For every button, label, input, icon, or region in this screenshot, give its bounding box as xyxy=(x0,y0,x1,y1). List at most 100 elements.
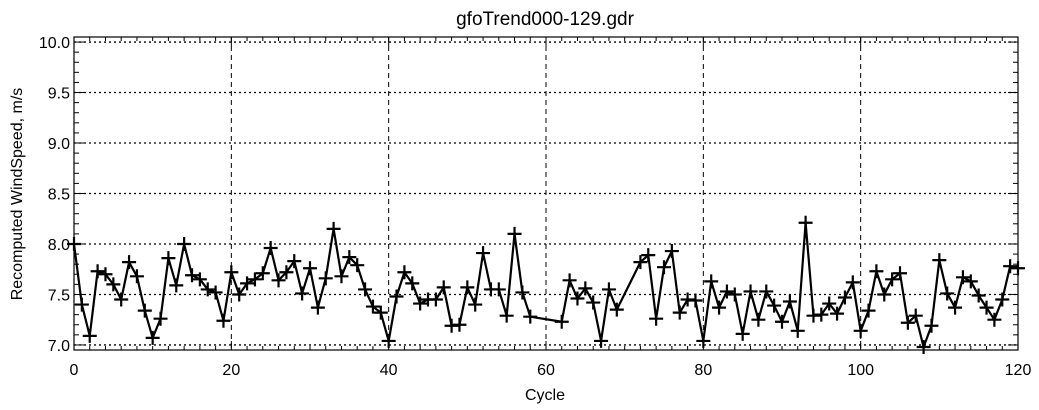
data-point-marker xyxy=(688,293,703,308)
data-point-marker xyxy=(798,215,813,230)
data-point-marker xyxy=(562,273,577,288)
data-point-marker xyxy=(727,287,742,302)
data-point-marker xyxy=(271,273,286,288)
axis-ticks xyxy=(73,37,1019,350)
data-point-marker xyxy=(334,269,349,284)
data-point-marker xyxy=(861,303,876,318)
data-point-marker xyxy=(767,298,782,313)
data-point-marker xyxy=(200,282,215,297)
x-tick-label: 120 xyxy=(1005,362,1032,379)
data-point-marker xyxy=(523,309,538,324)
data-point-marker xyxy=(263,241,278,256)
data-point-marker xyxy=(303,261,317,276)
data-point-marker xyxy=(515,285,530,300)
data-point-marker xyxy=(601,282,616,297)
y-tick-label: 9.0 xyxy=(48,136,70,153)
data-point-marker xyxy=(397,265,412,280)
data-point-marker xyxy=(586,295,601,310)
data-point-marker xyxy=(428,292,443,307)
data-point-marker xyxy=(837,290,852,305)
y-tick-labels: 7.0 7.5 8.0 8.5 9.0 9.5 10.0 xyxy=(39,35,70,355)
data-point-marker xyxy=(381,333,396,348)
grid-lines xyxy=(74,37,1018,350)
data-point-marker xyxy=(358,282,373,297)
y-tick-label: 7.5 xyxy=(48,287,70,304)
data-point-marker xyxy=(255,266,270,281)
data-point-marker xyxy=(672,305,687,320)
data-point-marker xyxy=(995,292,1010,307)
data-point-marker xyxy=(719,284,734,299)
data-point-marker xyxy=(365,299,380,314)
x-axis-label: Cycle xyxy=(525,387,565,404)
data-point-marker xyxy=(507,226,522,241)
data-point-marker xyxy=(578,281,593,296)
data-point-marker xyxy=(389,289,404,304)
y-tick-label: 8.5 xyxy=(48,187,70,204)
data-point-marker xyxy=(657,260,671,275)
data-point-marker xyxy=(98,267,113,282)
data-point-marker xyxy=(476,246,491,261)
data-point-marker xyxy=(908,308,923,323)
data-point-marker xyxy=(893,266,907,281)
data-point-marker xyxy=(664,244,679,259)
data-point-marker xyxy=(885,272,900,287)
data-point-marker xyxy=(609,302,624,317)
data-point-marker xyxy=(1003,259,1018,274)
data-point-marker xyxy=(452,317,467,332)
data-point-marker xyxy=(413,296,428,311)
data-point-marker xyxy=(129,269,144,284)
data-point-marker xyxy=(822,296,837,311)
y-tick-label: 8.0 xyxy=(48,237,70,254)
data-point-marker xyxy=(342,250,357,265)
data-point-marker xyxy=(782,294,797,309)
data-point-marker xyxy=(122,255,137,270)
data-markers xyxy=(67,215,1025,354)
data-point-marker xyxy=(790,323,805,338)
x-tick-label: 100 xyxy=(847,362,874,379)
data-point-marker xyxy=(570,291,585,306)
data-point-marker xyxy=(373,305,388,320)
data-point-marker xyxy=(161,251,176,266)
data-point-marker xyxy=(82,328,97,343)
data-point-marker xyxy=(326,221,341,236)
data-point-marker xyxy=(405,276,420,291)
data-point-marker xyxy=(594,333,609,348)
data-point-marker xyxy=(704,274,719,289)
data-point-marker xyxy=(185,268,199,283)
data-point-marker xyxy=(240,276,255,291)
y-tick-label: 7.0 xyxy=(48,338,70,355)
data-point-marker xyxy=(987,312,1002,327)
data-point-marker xyxy=(877,287,892,302)
data-point-marker xyxy=(114,292,129,307)
data-point-marker xyxy=(90,264,105,279)
x-tick-label: 80 xyxy=(694,362,712,379)
data-point-marker xyxy=(153,311,168,326)
data-point-marker xyxy=(735,326,750,341)
data-point-marker xyxy=(74,297,89,312)
data-point-marker xyxy=(279,265,294,280)
data-point-marker xyxy=(247,272,262,287)
data-point-marker xyxy=(948,300,963,315)
x-tick-label: 0 xyxy=(70,362,79,379)
data-point-marker xyxy=(499,308,514,323)
data-point-marker xyxy=(963,274,978,289)
x-tick-label: 20 xyxy=(222,362,240,379)
data-point-marker xyxy=(491,282,506,297)
x-tick-label: 60 xyxy=(537,362,555,379)
y-axis-label: Recomputed WindSpeed, m/s xyxy=(9,88,26,301)
data-point-marker xyxy=(177,236,192,251)
data-point-marker xyxy=(775,314,789,329)
data-point-marker xyxy=(853,323,868,338)
data-point-marker xyxy=(137,303,152,318)
data-point-marker xyxy=(932,253,947,268)
data-point-marker xyxy=(649,311,664,326)
data-point-marker xyxy=(318,271,333,286)
data-point-marker xyxy=(554,314,569,329)
data-point-marker xyxy=(955,270,970,285)
x-tick-labels: 0 20 40 60 80 100 120 xyxy=(70,362,1032,379)
data-point-marker xyxy=(145,330,160,345)
data-point-marker xyxy=(295,286,310,301)
data-point-marker xyxy=(208,285,223,300)
data-point-marker xyxy=(869,264,884,279)
data-point-marker xyxy=(232,287,247,302)
